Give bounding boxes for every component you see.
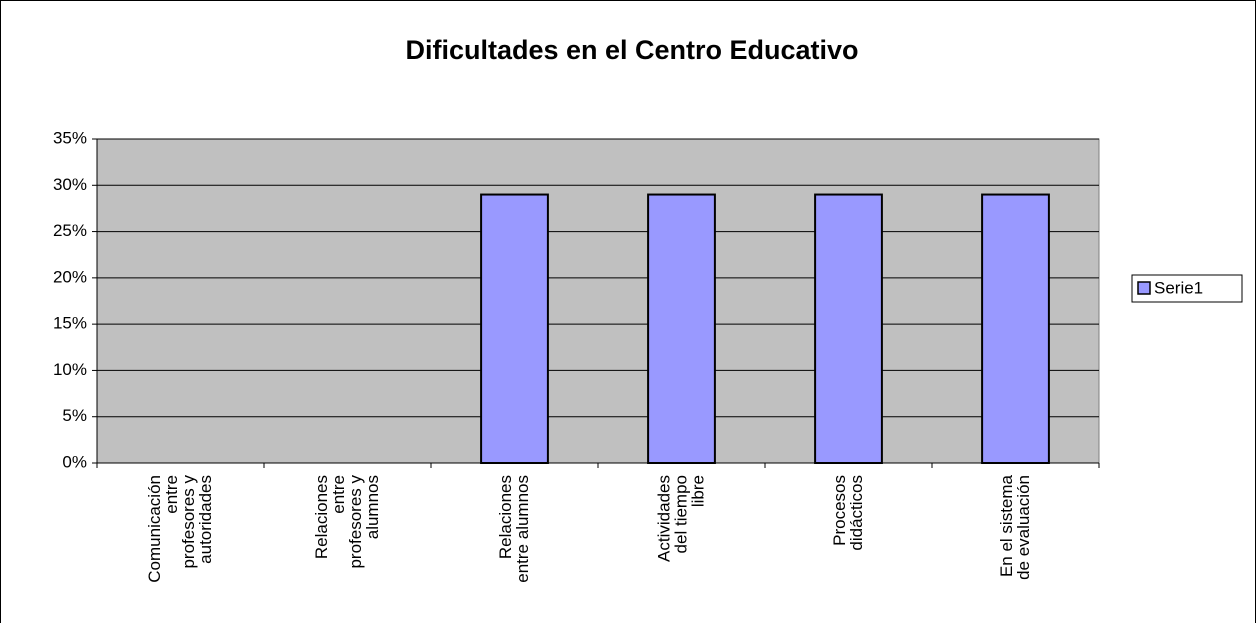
x-tick-label: Actividadesdel tiempolibre	[655, 475, 708, 562]
plot-area	[96, 138, 1100, 464]
bar	[981, 193, 1050, 465]
legend-label: Serie1	[1154, 278, 1203, 297]
x-tick-label: Relacionesentre alumnos	[496, 475, 532, 583]
x-tick-label: Comunicaciónentreprofesores yautoridades	[145, 475, 215, 583]
y-tick-label: 30%	[53, 175, 87, 194]
chart-title: Dificultades en el Centro Educativo	[405, 35, 858, 65]
y-tick-label: 0%	[62, 452, 87, 471]
y-tick-label: 5%	[62, 406, 87, 425]
y-tick-label: 35%	[53, 128, 87, 147]
x-tick-label: Procesosdidácticos	[830, 475, 866, 551]
y-tick-label: 20%	[53, 267, 87, 286]
x-tick-label: Relacionesentreprofesores yalumnos	[312, 475, 382, 569]
legend-swatch	[1137, 281, 1151, 295]
y-tick-label: 15%	[53, 314, 87, 333]
y-tick-label: 10%	[53, 360, 87, 379]
y-tick-label: 25%	[53, 221, 87, 240]
bar	[814, 193, 883, 465]
bar	[647, 193, 716, 465]
bar	[480, 193, 549, 465]
x-tick-label: En el sistemade evaluación	[997, 474, 1033, 579]
